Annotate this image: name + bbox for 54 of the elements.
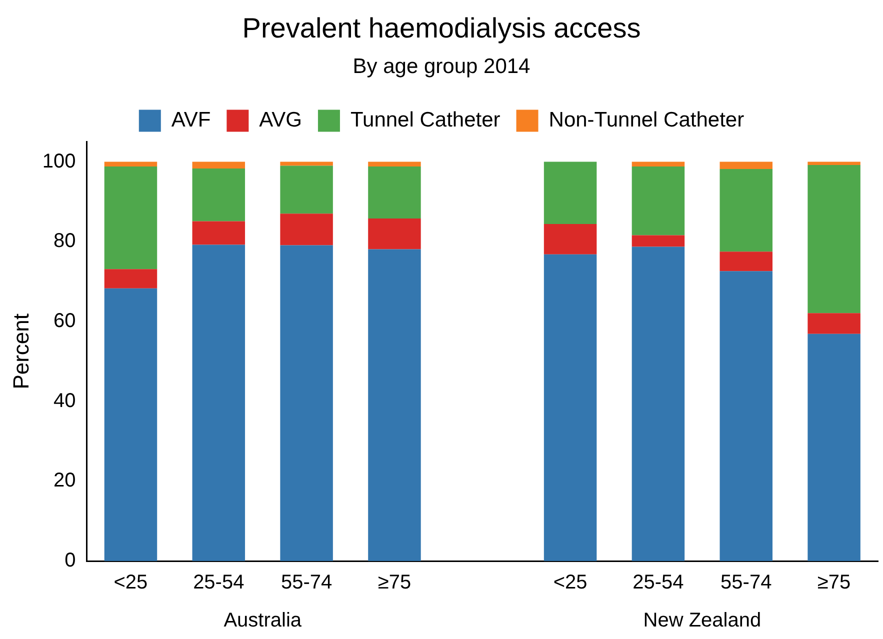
bar	[104, 162, 158, 167]
bar	[192, 162, 246, 169]
bar	[632, 246, 685, 561]
bar	[632, 162, 685, 167]
bar	[104, 166, 158, 270]
bar	[280, 214, 333, 246]
bar	[544, 162, 597, 224]
bar	[192, 168, 246, 222]
legend-label: AVF	[171, 108, 211, 132]
x-tick-label: 25-54	[632, 572, 684, 594]
x-tick-label: ≥75	[817, 572, 851, 594]
legend-label: Non-Tunnel Catheter	[548, 108, 744, 132]
bar	[544, 254, 597, 561]
bar	[192, 221, 246, 245]
x-tick-label: <25	[114, 572, 148, 594]
bar	[808, 313, 860, 334]
bar	[368, 218, 421, 250]
legend-label: Tunnel Catheter	[350, 108, 500, 132]
x-tick-label: 25-54	[193, 572, 244, 594]
text: Australia	[224, 610, 302, 632]
bar	[808, 164, 860, 314]
y-tick-label: 100	[42, 150, 76, 172]
bar	[720, 168, 773, 252]
bar	[720, 162, 773, 169]
y-tick-label: 60	[54, 310, 76, 332]
bar	[104, 269, 158, 288]
bar	[368, 249, 421, 561]
chart-subtitle: By age group 2014	[352, 54, 531, 78]
bar	[368, 166, 421, 218]
bar	[808, 162, 860, 165]
bar	[280, 162, 333, 166]
bar	[632, 235, 685, 247]
y-tick-label: 80	[54, 230, 76, 252]
y-tick-label: 0	[64, 550, 76, 572]
text: New Zealand	[643, 610, 762, 632]
bar	[192, 244, 246, 561]
bar	[368, 162, 421, 167]
legend-label: AVG	[259, 108, 302, 132]
x-tick-label: ≥75	[378, 572, 412, 594]
x-tick-label: 55-74	[280, 572, 332, 594]
y-tick-label: 20	[54, 470, 76, 492]
x-tick-label: 55-74	[720, 572, 772, 594]
chart-title: Prevalent haemodialysis access	[242, 12, 641, 44]
bar	[280, 245, 333, 561]
bar	[632, 166, 685, 236]
bar	[720, 271, 773, 561]
x-tick-label: <25	[553, 572, 588, 594]
bar	[104, 288, 158, 561]
y-axis-title: Percent	[8, 313, 34, 390]
bar	[544, 224, 597, 254]
bar	[808, 334, 860, 561]
bar	[280, 166, 333, 214]
y-tick-label: 40	[54, 390, 76, 412]
bar	[720, 252, 773, 272]
